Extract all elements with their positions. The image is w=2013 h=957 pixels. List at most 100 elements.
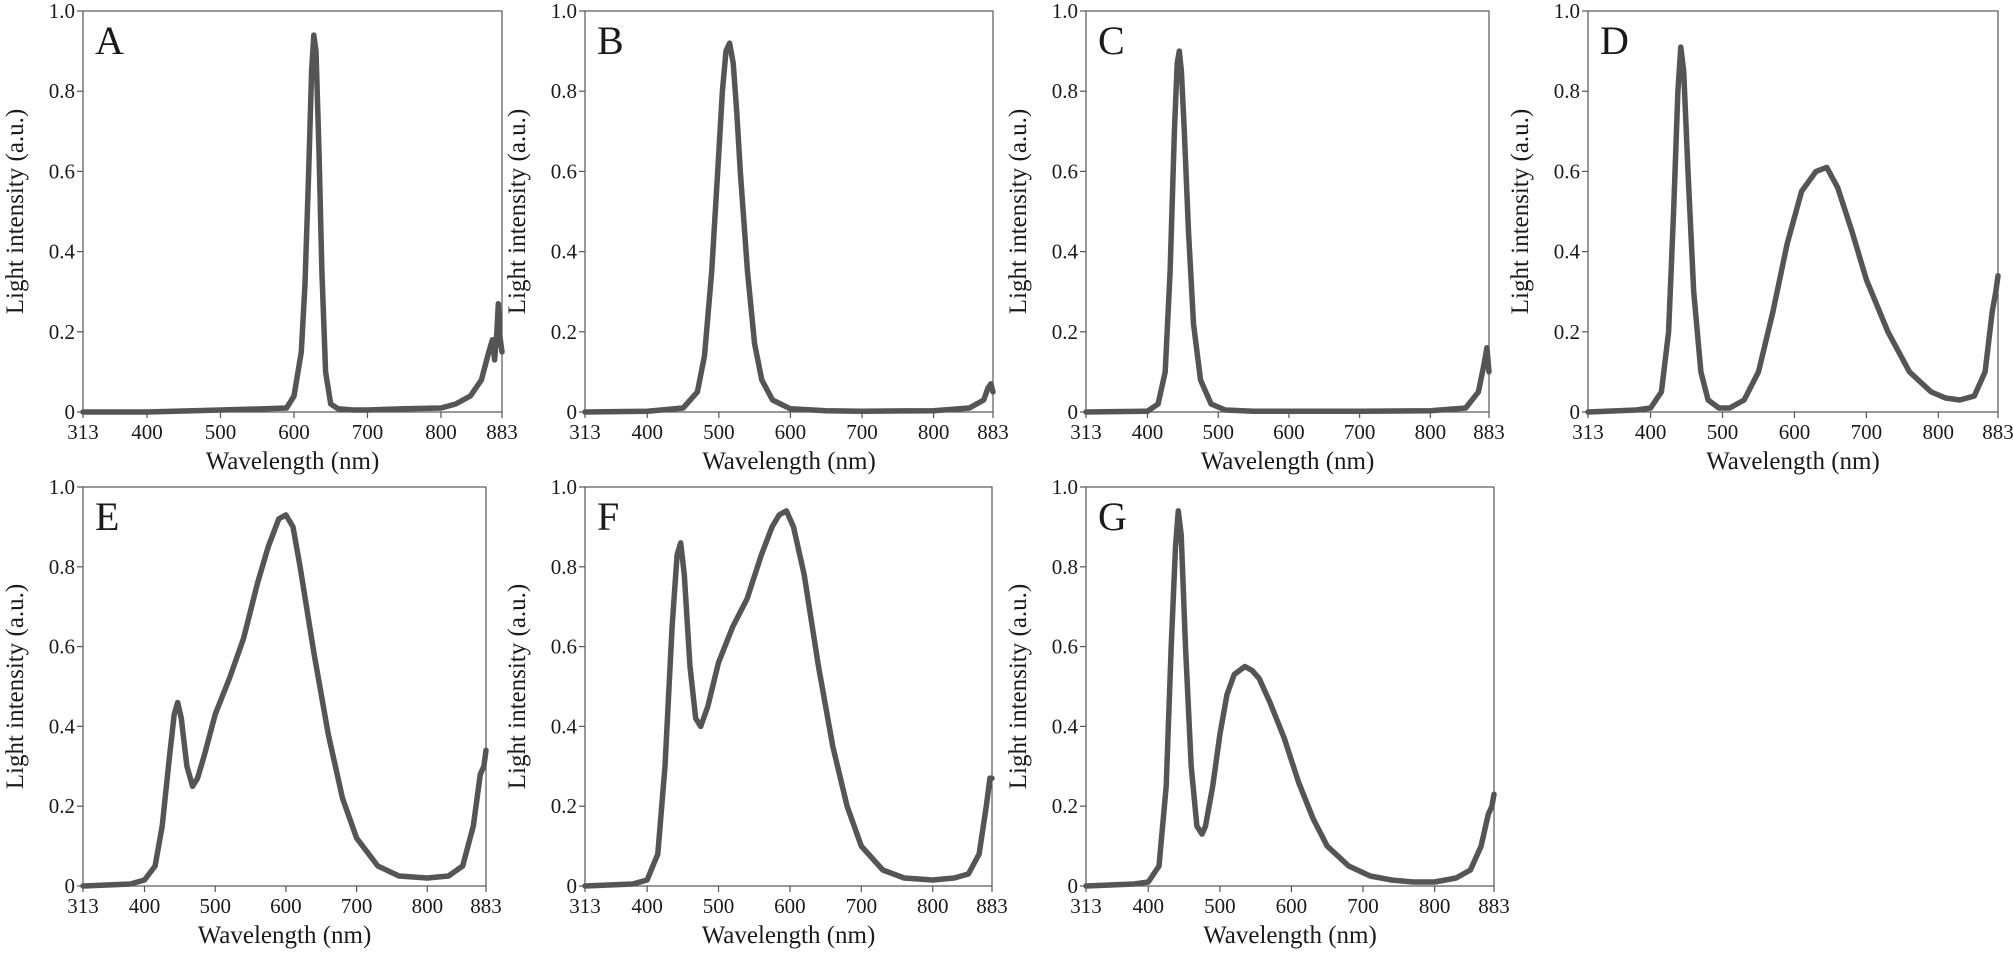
panel-label: F [597,494,619,539]
y-tick-label: 1.0 [551,0,577,23]
y-tick-label: 0.6 [49,635,75,659]
y-tick-label: 0.8 [49,555,75,579]
y-tick-label: 0.2 [49,794,75,818]
x-tick-label: 700 [846,894,878,918]
x-tick-label: 400 [131,420,163,444]
panel-label: A [95,18,124,63]
y-tick-label: 0.6 [1052,635,1078,659]
panel-label: B [597,18,624,63]
y-tick-label: 0.4 [551,714,578,738]
x-axis-title: Wavelength (nm) [1706,448,1880,475]
y-tick-label: 0.2 [1554,320,1580,344]
x-tick-label: 500 [199,894,231,918]
y-tick-label: 0.4 [1052,240,1079,264]
chart-panel-e: 0 0.2 0.4 0.6 0.8 1.0 313 400 500 600 700 800 883 Wav… [2,475,502,949]
x-tick-label: 800 [412,894,444,918]
x-axis-title: Wavelength (nm) [1201,448,1375,475]
y-axis-title: Light intensity (a.u.) [504,584,531,790]
x-tick-label: 800 [917,894,949,918]
x-tick-label: 600 [270,894,302,918]
y-axis-title: Light intensity (a.u.) [1507,109,1534,315]
x-tick-label: 400 [1133,894,1165,918]
x-tick-label: 883 [470,894,502,918]
spectrum-line [1083,48,1492,415]
x-tick-label: 883 [1478,894,1510,918]
x-tick-label: 700 [846,420,878,444]
y-tick-label: 0.2 [551,320,577,344]
spectrum-line [80,32,505,415]
x-tick-label: 600 [1779,420,1811,444]
x-tick-label: 800 [1923,420,1955,444]
plot-frame [1085,10,1490,413]
panel-label: C [1098,18,1125,63]
x-tick-label: 700 [352,420,384,444]
x-tick-label: 313 [67,420,99,444]
y-tick-label: 1.0 [551,475,577,499]
panel-label: D [1600,18,1629,63]
y-tick-label: 0.8 [1554,79,1580,103]
y-tick-label: 1.0 [1052,475,1078,499]
y-tick-label: 0.8 [1052,79,1078,103]
x-axis-title: Wavelength (nm) [198,922,372,949]
y-tick-label: 0.4 [551,240,578,264]
x-tick-label: 313 [569,894,601,918]
x-axis-title: Wavelength (nm) [1203,922,1377,949]
y-tick-label: 0.2 [1052,794,1078,818]
y-tick-label: 0.6 [551,159,577,183]
y-tick-label: 0 [1570,400,1581,424]
y-tick-label: 0.6 [49,159,75,183]
x-tick-label: 700 [1347,894,1379,918]
x-tick-label: 800 [425,420,457,444]
x-tick-label: 400 [631,894,663,918]
plot-frame [584,10,994,413]
chart-panel-c: 0 0.2 0.4 0.6 0.8 1.0 313 400 500 600 700 800 883 Wav… [1005,0,1505,475]
plot-frame [82,486,487,887]
x-tick-label: 883 [1473,420,1505,444]
y-tick-label: 0.8 [551,79,577,103]
y-axis-title: Light intensity (a.u.) [2,109,29,315]
x-tick-label: 400 [1635,420,1667,444]
x-tick-label: 883 [977,420,1009,444]
x-tick-label: 700 [1851,420,1883,444]
y-tick-label: 1.0 [49,475,75,499]
x-tick-label: 800 [918,420,950,444]
plot-frame [1587,10,1999,413]
x-tick-label: 600 [1276,894,1308,918]
plot-frame [584,486,993,887]
y-tick-label: 0 [1068,874,1079,898]
x-tick-label: 700 [1344,420,1376,444]
x-tick-label: 313 [569,420,601,444]
x-tick-label: 500 [1707,420,1739,444]
chart-panel-g: 0 0.2 0.4 0.6 0.8 1.0 313 400 500 600 700 800 883 Wav… [1005,475,1510,949]
y-axis-title: Light intensity (a.u.) [1005,584,1032,790]
x-tick-label: 600 [1273,420,1305,444]
plot-frame [82,10,503,413]
chart-panel-b: 0 0.2 0.4 0.6 0.8 1.0 313 400 500 600 700 800 883 Wav… [504,0,1009,475]
spectrum-line [80,512,489,889]
x-tick-label: 500 [703,420,735,444]
x-tick-label: 400 [129,894,161,918]
y-tick-label: 0.6 [551,635,577,659]
x-tick-label: 500 [703,894,735,918]
x-tick-label: 500 [205,420,237,444]
y-axis-title: Light intensity (a.u.) [504,109,531,315]
y-tick-label: 1.0 [49,0,75,23]
x-tick-label: 600 [775,420,807,444]
x-tick-label: 600 [774,894,806,918]
chart-panel-d: 0 0.2 0.4 0.6 0.8 1.0 313 400 500 600 700 800 883 Wav… [1507,0,2013,475]
chart-panel-f: 0 0.2 0.4 0.6 0.8 1.0 313 400 500 600 700 800 883 Wav… [504,475,1008,949]
y-tick-label: 0 [65,400,76,424]
y-tick-label: 0.4 [1052,714,1079,738]
spectrum-line [582,508,995,889]
y-axis-title: Light intensity (a.u.) [2,584,29,790]
x-tick-label: 400 [632,420,664,444]
x-tick-label: 883 [1982,420,2013,444]
x-tick-label: 600 [278,420,310,444]
x-tick-label: 313 [1070,894,1102,918]
y-tick-label: 0.8 [551,555,577,579]
panel-label: G [1098,494,1127,539]
y-tick-label: 0 [65,874,76,898]
x-tick-label: 500 [1202,420,1234,444]
x-tick-label: 400 [1132,420,1164,444]
